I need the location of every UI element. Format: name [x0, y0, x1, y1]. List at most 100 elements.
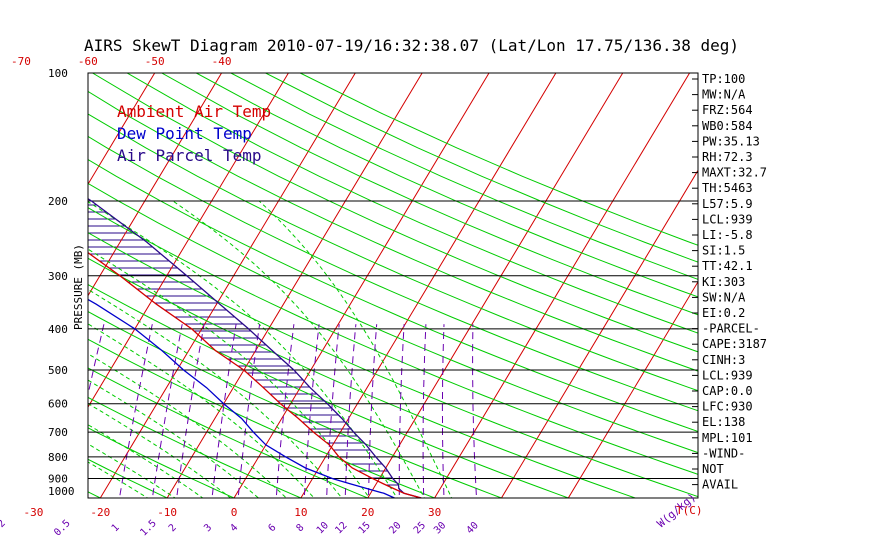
dry-adiabats: [88, 73, 698, 498]
mixing-ratio-tick-label: 15: [357, 520, 373, 536]
isotherms: [0, 64, 698, 507]
top-temp-tick-label: -70: [11, 55, 31, 68]
legend: Ambient Air Temp Dew Point Temp Air Parc…: [117, 102, 271, 165]
legend-ambient-temp: Ambient Air Temp: [117, 102, 271, 121]
mixing-ratio-tick-label: 30: [432, 520, 448, 536]
mixing-ratio-tick-label: 40: [465, 520, 481, 536]
pressure-tick-label: 500: [48, 364, 68, 377]
index-label: NOT: [702, 462, 724, 476]
mixing-ratio-tick-label: 1: [110, 522, 122, 534]
pressure-tick-label: 100: [48, 67, 68, 80]
dry-adiabat-line: [88, 284, 570, 498]
index-label: TT:42.1: [702, 259, 753, 273]
moist-adiabat-line: [88, 201, 398, 498]
legend-dewpoint-temp: Dew Point Temp: [117, 124, 252, 143]
index-label: AVAIL: [702, 478, 738, 492]
dry-adiabat-line: [92, 73, 698, 353]
moist-adiabats: [88, 200, 453, 498]
index-label: FRZ:564: [702, 103, 753, 117]
dry-adiabat-line: [88, 257, 637, 498]
bottom-temp-tick-label: -10: [157, 506, 177, 519]
dry-adiabat-line: [88, 310, 503, 498]
mixing-ratio-tick-label: 8: [294, 522, 306, 534]
moist-adiabat-line: [88, 288, 343, 498]
index-label: CINH:3: [702, 353, 745, 367]
index-label: EL:138: [702, 415, 745, 429]
mixing-ratio-line: [398, 324, 405, 498]
index-label: -WIND-: [702, 446, 745, 460]
mixing-ratio-line: [88, 324, 105, 397]
index-label: CAPE:3187: [702, 337, 767, 351]
isotherm-line: [99, 73, 356, 498]
mixing-ratio-line: [0, 324, 3, 507]
top-temp-tick-label: -50: [145, 55, 165, 68]
dry-adiabat-line: [88, 338, 436, 498]
mixing-ratio-tick-label: 4: [228, 522, 240, 534]
mixing-ratio-tick-label: 25: [412, 520, 428, 536]
dry-adiabat-line: [88, 427, 236, 498]
mixing-ratio-tick-label: 0.5: [52, 518, 73, 539]
y-axis-label: PRESSURE (MB): [72, 244, 85, 330]
moist-adiabat-line: [88, 248, 371, 498]
pressure-tick-label: 400: [48, 323, 68, 336]
mixing-ratio-line: [422, 324, 427, 498]
dry-adiabat-line: [88, 90, 698, 372]
index-label: LCL:939: [702, 368, 753, 382]
dry-adiabat-line: [299, 73, 698, 246]
mixing-ratio-tick-label: 20: [387, 520, 403, 536]
index-label: LI:-5.8: [702, 228, 753, 242]
mixing-ratio-tick-label: 6: [266, 522, 278, 534]
index-label: MAXT:32.7: [702, 166, 767, 180]
mixing-ratio-line: [275, 324, 295, 498]
dry-adiabat-line: [126, 73, 698, 334]
isotherm-line: [567, 280, 698, 498]
mixing-ratio-line: [151, 324, 183, 498]
isotherm-line: [88, 73, 223, 297]
isotherm-line: [367, 73, 624, 498]
profile-curves: [88, 198, 422, 498]
index-label: KI:303: [702, 275, 745, 289]
bottom-temp-tick-label: 30: [428, 506, 441, 519]
isotherm-line: [0, 64, 27, 507]
index-label: TP:100: [702, 72, 745, 86]
index-label: EI:0.2: [702, 306, 745, 320]
top-temp-tick-label: -60: [78, 55, 98, 68]
moist-adiabat-line: [88, 353, 288, 498]
index-label: L57:5.9: [702, 197, 753, 211]
moist-adiabat-line: [172, 200, 425, 498]
dewpoint-temp-curve: [88, 298, 395, 498]
index-label: MPL:101: [702, 431, 753, 445]
index-label: PW:35.13: [702, 134, 760, 148]
dry-adiabat-line: [196, 73, 698, 298]
mixing-ratio-line: [0, 324, 45, 507]
pressure-tick-label: 300: [48, 270, 68, 283]
bottom-temp-tick-label: 0: [231, 506, 238, 519]
index-label: TH:5463: [702, 181, 753, 195]
mixing-ratio-tick-label: 10: [315, 520, 331, 536]
moist-adiabat-line: [88, 402, 232, 498]
isotherm-line: [166, 73, 423, 498]
index-label: RH:72.3: [702, 150, 753, 164]
dry-adiabat-line: [265, 73, 698, 263]
isotherm-line: [88, 73, 290, 409]
dry-adiabat-line: [88, 182, 698, 454]
mixing-ratio-tick-label: 0.2: [0, 518, 8, 539]
isotherm-line: [233, 73, 490, 498]
moist-adiabat-line: [88, 323, 315, 498]
parcel-temp-curve: [88, 198, 422, 498]
mixing-ratio-tick-label: 2: [167, 522, 179, 534]
pressure-tick-label: 700: [48, 426, 68, 439]
plot-frame: [87, 72, 699, 499]
dry-adiabat-line: [88, 207, 698, 475]
dry-adiabat-line: [88, 491, 102, 498]
dry-adiabat-line: [88, 113, 698, 392]
index-label: CAP:0.0: [702, 384, 753, 398]
legend-parcel-temp: Air Parcel Temp: [117, 146, 262, 165]
index-label: SW:N/A: [702, 290, 746, 304]
dry-adiabat-line: [88, 159, 698, 432]
index-label: SI:1.5: [702, 244, 745, 258]
pressure-tick-label: 200: [48, 195, 68, 208]
index-label: LCL:939: [702, 212, 753, 226]
